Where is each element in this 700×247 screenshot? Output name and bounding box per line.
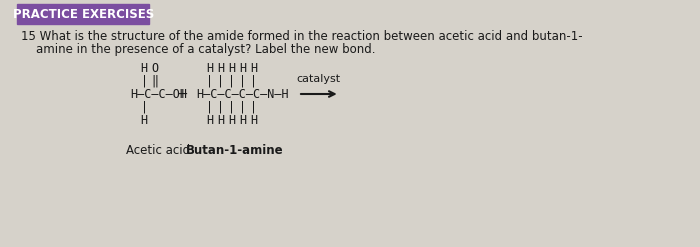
- Text: |: |: [250, 75, 258, 87]
- Text: H: H: [141, 62, 148, 75]
- Text: H: H: [217, 62, 225, 75]
- Text: |: |: [141, 101, 148, 114]
- Text: Butan-1-amine: Butan-1-amine: [186, 144, 284, 157]
- Text: H: H: [206, 114, 214, 126]
- Text: Acetic acid: Acetic acid: [126, 144, 190, 157]
- Text: +: +: [176, 87, 188, 101]
- Text: |: |: [141, 75, 148, 87]
- Text: |: |: [217, 101, 225, 114]
- Text: |: |: [228, 101, 235, 114]
- Text: H: H: [239, 114, 246, 126]
- Text: |: |: [217, 75, 225, 87]
- Text: H: H: [141, 114, 148, 126]
- Text: O: O: [151, 62, 159, 75]
- Text: H: H: [228, 114, 235, 126]
- Text: amine in the presence of a catalyst? Label the new bond.: amine in the presence of a catalyst? Lab…: [21, 43, 375, 56]
- Text: |: |: [206, 75, 214, 87]
- Text: H: H: [228, 62, 235, 75]
- Text: |: |: [228, 75, 235, 87]
- Text: H: H: [206, 62, 214, 75]
- Text: 15 What is the structure of the amide formed in the reaction between acetic acid: 15 What is the structure of the amide fo…: [21, 30, 582, 43]
- Text: H–C–C–OH: H–C–C–OH: [130, 87, 188, 101]
- Text: ‖: ‖: [151, 75, 159, 87]
- Text: |: |: [250, 101, 258, 114]
- Text: H: H: [250, 114, 258, 126]
- Text: |: |: [239, 101, 246, 114]
- Text: PRACTICE EXERCISES: PRACTICE EXERCISES: [13, 8, 154, 21]
- Text: H: H: [250, 62, 258, 75]
- Text: catalyst: catalyst: [297, 74, 341, 84]
- FancyBboxPatch shape: [17, 4, 149, 24]
- Text: H: H: [217, 114, 225, 126]
- Text: |: |: [206, 101, 214, 114]
- Text: H–C–C–C–C–N–H: H–C–C–C–C–N–H: [196, 87, 289, 101]
- Text: H: H: [239, 62, 246, 75]
- Text: |: |: [239, 75, 246, 87]
